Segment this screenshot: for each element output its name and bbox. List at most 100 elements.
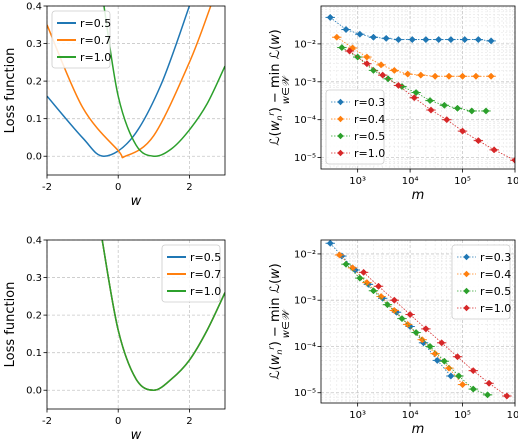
legend-label: r=1.0 <box>190 285 221 298</box>
legend: r=0.3 r=0.4 r=0.5 r=1.0 <box>325 89 385 165</box>
legend-marker <box>337 98 344 106</box>
series-r=0.7 <box>47 6 212 159</box>
y-axis-label-part: ) − min ℒ( <box>268 279 283 346</box>
y-tick-label: 0.1 <box>26 348 42 359</box>
y-tick-label: 0.4 <box>26 236 42 247</box>
legend-marker <box>337 115 344 123</box>
y-axis-label: ℒ(wnr) − min ℒ(w) <box>267 263 284 379</box>
x-tick-label: 10³ <box>349 176 366 187</box>
y-axis-label: Loss function <box>3 282 18 368</box>
legend-marker <box>463 270 470 278</box>
legend-label: r=0.3 <box>480 251 511 264</box>
series-line <box>336 36 492 77</box>
x-axis-label: w <box>131 428 142 443</box>
legend-label: r=0.5 <box>480 285 511 298</box>
legend-box <box>325 89 385 165</box>
y-axis-label-part: r <box>267 346 276 350</box>
x-tick-label: 10⁵ <box>454 176 471 187</box>
legend-marker <box>337 149 344 157</box>
legend-marker <box>337 132 344 140</box>
y-tick-label: 10⁻⁴ <box>294 342 316 353</box>
legend-label: r=0.5 <box>190 251 221 264</box>
y-axis-label-part: ℒ( <box>268 131 283 145</box>
x-tick-label: 10⁴ <box>402 176 419 187</box>
x-axis-label: m <box>412 188 425 203</box>
x-tick-label: 10⁶ <box>507 410 518 421</box>
x-tick-label: 2 <box>186 416 192 427</box>
series-line <box>101 240 225 391</box>
legend-label: r=0.5 <box>80 17 111 30</box>
y-tick-label: 10⁻⁵ <box>294 153 316 164</box>
y-axis-label-part: n <box>275 116 284 121</box>
y-tick-label: 0.3 <box>26 39 42 50</box>
legend-label: r=0.4 <box>354 113 385 126</box>
series-line <box>47 6 191 157</box>
series-r=0.5 <box>341 260 493 399</box>
y-axis-label-part: n <box>275 350 284 355</box>
x-tick-label: 2 <box>186 182 192 193</box>
legend-box <box>161 244 221 303</box>
y-axis-label-sub: w∈𝒲 <box>281 308 292 338</box>
series-r=1.0 <box>358 268 512 400</box>
legend-label: r=1.0 <box>480 302 511 315</box>
y-axis-label: ℒ(wnr) − min ℒ(w) <box>267 29 284 145</box>
y-axis-label-part: ) <box>268 29 283 34</box>
y-axis-label-part: w <box>268 268 283 279</box>
chart-panel-bottom-right: 10³10⁴10⁵10⁶10⁻⁵10⁻⁴10⁻³10⁻²mℒ(wnr) − mi… <box>267 239 518 437</box>
y-axis-label-part: ) − min ℒ( <box>268 45 283 112</box>
legend-label: r=1.0 <box>354 147 385 160</box>
series-line <box>363 272 508 397</box>
series-r=1.0 <box>344 47 515 164</box>
y-tick-label: 0.0 <box>26 152 42 163</box>
y-axis-label-part: w <box>268 34 283 45</box>
y-tick-label: 0.2 <box>26 77 42 88</box>
y-tick-label: 10⁻³ <box>294 77 316 88</box>
series-line <box>103 6 225 158</box>
x-tick-label: 0 <box>115 182 121 193</box>
y-axis-label: Loss function <box>3 48 18 134</box>
y-tick-label: 0.1 <box>26 114 42 125</box>
legend-marker <box>463 304 470 312</box>
legend-label: r=0.3 <box>354 96 385 109</box>
y-tick-label: 0.3 <box>26 273 42 284</box>
series-r=0.5 <box>47 6 191 157</box>
x-tick-label: -2 <box>42 416 52 427</box>
x-tick-label: -2 <box>42 182 52 193</box>
y-tick-label: 10⁻³ <box>294 296 316 307</box>
legend: r=0.5 r=0.7 r=1.0 <box>51 10 111 69</box>
y-tick-label: 10⁻⁴ <box>294 115 316 126</box>
axes-frame <box>46 5 226 176</box>
y-axis-label-part: r <box>267 112 276 116</box>
y-axis-label-part: ℒ( <box>268 365 283 379</box>
legend-box <box>451 244 511 320</box>
series-r=1.0 <box>101 240 225 391</box>
chart-panel-top-right: 10³ 10⁴ 10⁵ 10⁶ 10⁻⁵ 10⁻⁴ 10⁻³ 10⁻² m ℒ( w nr) − mi… <box>267 5 518 203</box>
legend-label: r=0.7 <box>80 34 111 47</box>
x-tick-label: 10⁶ <box>507 176 518 187</box>
legend-marker <box>463 287 470 295</box>
legend-label: r=0.5 <box>354 130 385 143</box>
y-tick-label: 0.0 <box>26 386 42 397</box>
series-line <box>345 263 488 396</box>
x-axis-label: m <box>412 422 425 437</box>
series-r=0.3 <box>325 13 496 45</box>
legend-marker <box>463 253 470 261</box>
series-line <box>349 50 515 161</box>
y-tick-label: 10⁻⁵ <box>294 388 316 399</box>
y-axis-label-part: ) <box>268 263 283 268</box>
legend: r=0.3 r=0.4 r=0.5 r=1.0 <box>451 244 511 320</box>
axes-frame <box>320 5 516 170</box>
y-tick-label: 0.2 <box>26 311 42 322</box>
legend-label: r=0.4 <box>480 268 511 281</box>
legend-label: r=1.0 <box>80 51 111 64</box>
y-axis-label-sub: w∈𝒲 <box>281 74 292 104</box>
series-line <box>47 6 212 159</box>
legend: r=0.5 r=0.7 r=1.0 <box>161 244 221 303</box>
x-tick-label: 0 <box>115 416 121 427</box>
y-axis-label-part: w <box>268 354 283 365</box>
legend-box <box>51 10 111 69</box>
y-tick-label: 10⁻² <box>294 39 316 50</box>
